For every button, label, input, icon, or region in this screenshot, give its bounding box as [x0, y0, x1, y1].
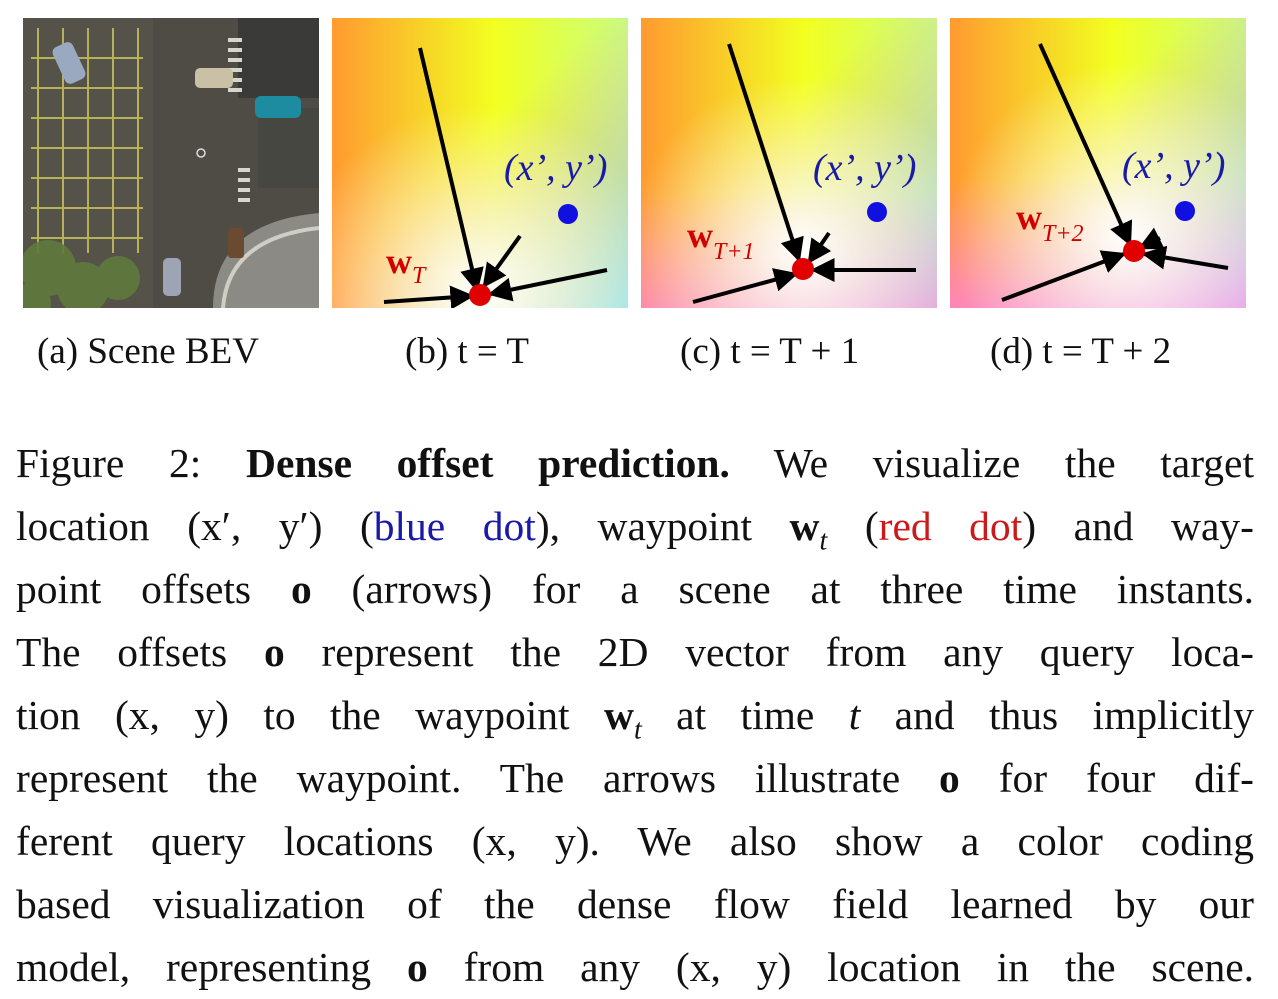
target-label: (x’, y’) — [1122, 145, 1226, 187]
scene-bev-image — [23, 18, 319, 308]
waypoint-label: wT+2 — [1016, 197, 1084, 247]
caption-line: point offsets o (arrows) for a scene at … — [16, 566, 1254, 612]
waypoint-dot — [469, 284, 491, 306]
caption-line: Figure 2: Dense offset prediction. We vi… — [16, 440, 1254, 486]
target-label: (x’, y’) — [504, 147, 608, 189]
target-label: (x’, y’) — [813, 147, 917, 189]
caption-line: represent the waypoint. The arrows illus… — [16, 755, 1255, 801]
subcaption-c: (c) t = T + 1 — [680, 331, 860, 372]
subcaption-d: (d) t = T + 2 — [990, 331, 1172, 372]
flow-field-panel-t-plus-1: (x’, y’) wT+1 — [641, 18, 937, 308]
target-dot — [558, 204, 578, 224]
figure-caption: Figure 2: Dense offset prediction. We vi… — [16, 432, 1254, 999]
subcaption-b: (b) t = T — [405, 331, 529, 372]
caption-line: location (x′, y′) (blue dot), waypoint w… — [16, 503, 1254, 557]
flow-field-panel-t: (x’, y’) wT — [332, 18, 628, 308]
waypoint-label: wT — [386, 241, 426, 289]
caption-line: ferent query locations (x, y). We also s… — [16, 818, 1254, 864]
caption-line: based visualization of the dense flow fi… — [16, 881, 1254, 927]
subcaption-a: (a) Scene BEV — [37, 331, 259, 372]
caption-line: model, representing o from any (x, y) lo… — [16, 944, 1254, 990]
flow-field-panel-t-plus-2: (x’, y’) wT+2 — [950, 18, 1246, 308]
waypoint-label: wT+1 — [687, 215, 755, 265]
caption-line: tion (x, y) to the waypoint wt at time t… — [16, 692, 1254, 746]
caption-line: The offsets o represent the 2D vector fr… — [16, 629, 1254, 675]
